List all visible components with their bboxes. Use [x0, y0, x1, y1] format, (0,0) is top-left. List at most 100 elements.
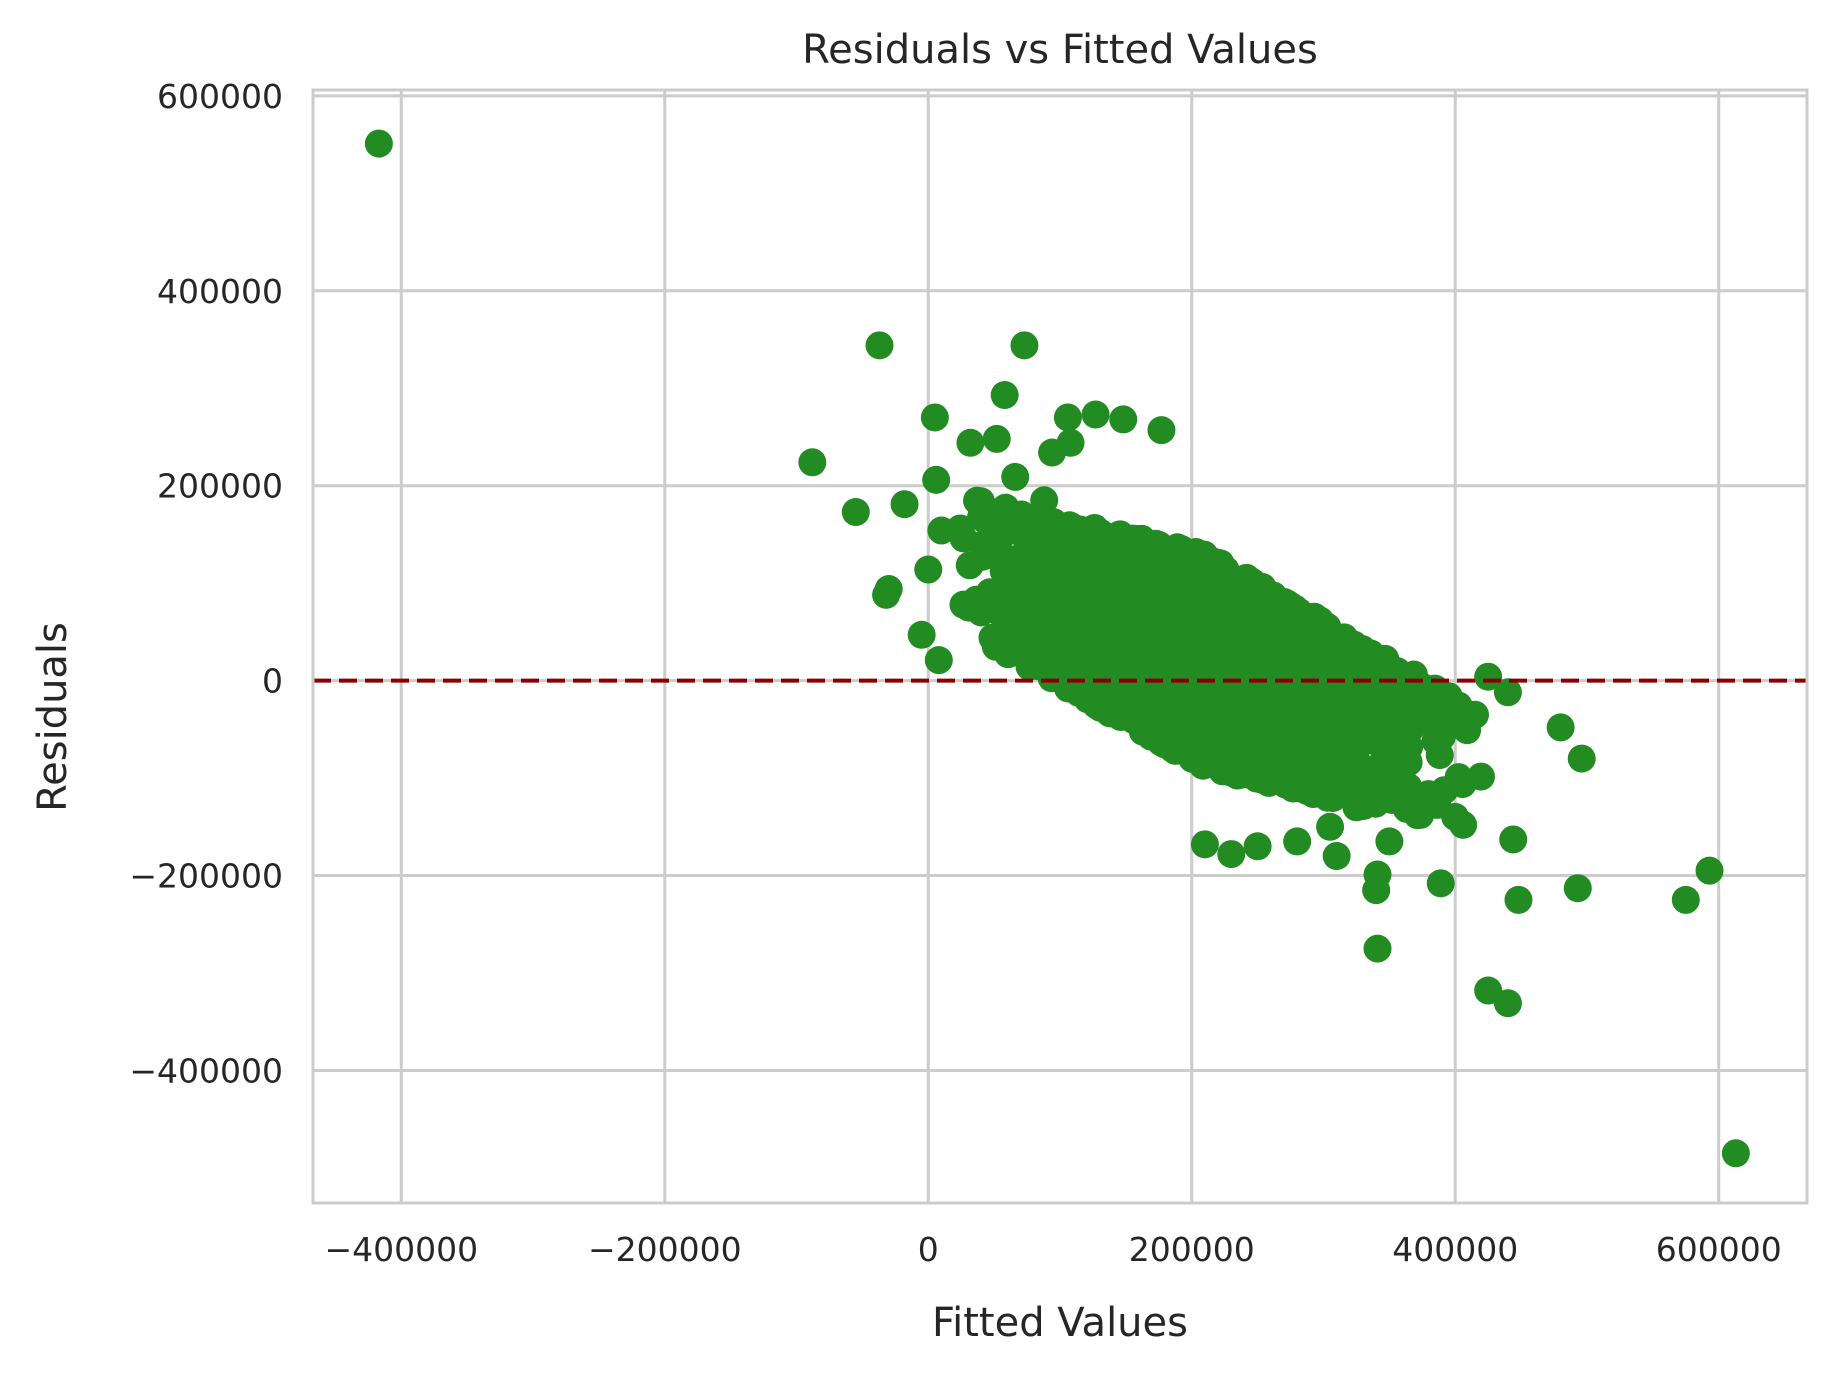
y-tick-label: −200000	[129, 857, 283, 896]
data-point	[1671, 885, 1700, 914]
data-point	[1030, 486, 1059, 515]
data-point	[1001, 462, 1030, 491]
data-point	[1146, 634, 1175, 663]
data-point	[1319, 651, 1348, 680]
data-point	[927, 516, 956, 545]
data-point	[1395, 732, 1424, 761]
x-tick-label: −400000	[324, 1230, 478, 1269]
data-point	[1057, 564, 1086, 593]
data-point	[1363, 934, 1392, 963]
data-point	[841, 498, 870, 527]
data-point	[1721, 1139, 1750, 1168]
data-point	[865, 331, 894, 360]
data-point	[1322, 842, 1351, 871]
data-point	[986, 589, 1015, 618]
data-point	[1144, 530, 1173, 559]
x-tick-label: 0	[918, 1230, 939, 1269]
data-point	[1356, 645, 1385, 674]
data-point	[1015, 652, 1044, 681]
data-point	[1335, 670, 1364, 699]
data-point	[798, 448, 827, 477]
data-point	[1192, 582, 1221, 611]
data-point	[1056, 428, 1085, 457]
data-point	[1033, 601, 1062, 630]
data-point	[1449, 810, 1478, 839]
data-point	[1546, 713, 1575, 742]
data-point	[991, 493, 1020, 522]
data-point	[1695, 856, 1724, 885]
data-point	[1185, 741, 1214, 770]
data-point	[1235, 623, 1264, 652]
data-point	[1147, 416, 1176, 445]
scatter-points	[364, 129, 1750, 1168]
data-point	[1422, 689, 1451, 718]
data-point	[1421, 727, 1450, 756]
data-point	[922, 465, 951, 494]
data-point	[1014, 580, 1043, 609]
data-point	[920, 403, 949, 432]
data-point	[1243, 832, 1272, 861]
data-point	[1493, 678, 1522, 707]
chart-title: Residuals vs Fitted Values	[802, 27, 1318, 73]
data-point	[1293, 708, 1322, 737]
data-point	[1134, 718, 1163, 747]
y-tick-label: 600000	[157, 77, 283, 116]
data-point	[1318, 777, 1347, 806]
data-point	[1129, 658, 1158, 687]
data-point	[1097, 699, 1126, 728]
data-point	[1136, 682, 1165, 711]
data-point	[1342, 793, 1371, 822]
data-point	[1185, 609, 1214, 638]
data-point	[1341, 696, 1370, 725]
data-point	[1362, 876, 1391, 905]
data-point	[1255, 729, 1284, 758]
data-point	[1058, 623, 1087, 652]
x-tick-label: 200000	[1129, 1230, 1255, 1269]
data-point	[956, 428, 985, 457]
data-point	[1039, 647, 1068, 676]
data-point	[1375, 827, 1404, 856]
data-point	[1563, 874, 1592, 903]
data-point	[1191, 707, 1220, 736]
x-tick-label: 600000	[1656, 1230, 1782, 1269]
data-point	[1081, 400, 1110, 429]
data-point	[1053, 403, 1082, 432]
data-point	[955, 551, 984, 580]
data-point	[1381, 778, 1410, 807]
data-point	[989, 557, 1018, 586]
data-point	[1323, 730, 1352, 759]
data-point	[1180, 662, 1209, 691]
data-point	[890, 490, 919, 519]
x-tick-label: 400000	[1392, 1230, 1518, 1269]
data-point	[1219, 690, 1248, 719]
data-point	[924, 646, 953, 675]
x-tick-label: −200000	[588, 1230, 742, 1269]
data-point	[1109, 405, 1138, 434]
data-point	[1190, 830, 1219, 859]
data-point	[1232, 745, 1261, 774]
data-point	[1274, 683, 1303, 712]
x-tick-labels: −400000 −200000 0 200000 400000 600000	[324, 1230, 1781, 1269]
data-point	[1010, 331, 1039, 360]
data-point	[1403, 801, 1432, 830]
data-point	[1493, 989, 1522, 1018]
data-point	[1444, 763, 1473, 792]
data-point	[1567, 744, 1596, 773]
data-point	[966, 487, 995, 516]
data-point	[1209, 750, 1238, 779]
data-point	[982, 424, 1011, 453]
data-point	[1081, 638, 1110, 667]
data-point	[1245, 573, 1274, 602]
y-tick-label: 400000	[157, 272, 283, 311]
data-point	[1474, 662, 1503, 691]
data-point	[990, 381, 1019, 410]
data-point	[1285, 766, 1314, 795]
data-point	[1012, 559, 1041, 588]
data-point	[1094, 531, 1123, 560]
data-point	[1426, 869, 1455, 898]
data-point	[1118, 630, 1147, 659]
data-point	[1277, 652, 1306, 681]
data-point	[364, 129, 393, 158]
y-tick-label: 200000	[157, 467, 283, 506]
